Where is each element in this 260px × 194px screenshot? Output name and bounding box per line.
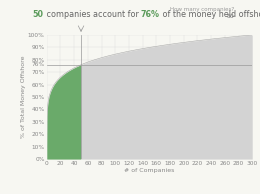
Text: 76%: 76% [32,62,45,67]
Text: of the money held offshore: of the money held offshore [160,10,260,19]
Text: 50: 50 [226,14,234,19]
Text: companies account for: companies account for [43,10,141,19]
Text: How many companies?: How many companies? [170,7,234,11]
Y-axis label: % of Total Money Offshore: % of Total Money Offshore [22,56,27,138]
Text: 76%: 76% [141,10,160,19]
Text: 50: 50 [32,10,43,19]
X-axis label: # of Companies: # of Companies [124,168,175,172]
